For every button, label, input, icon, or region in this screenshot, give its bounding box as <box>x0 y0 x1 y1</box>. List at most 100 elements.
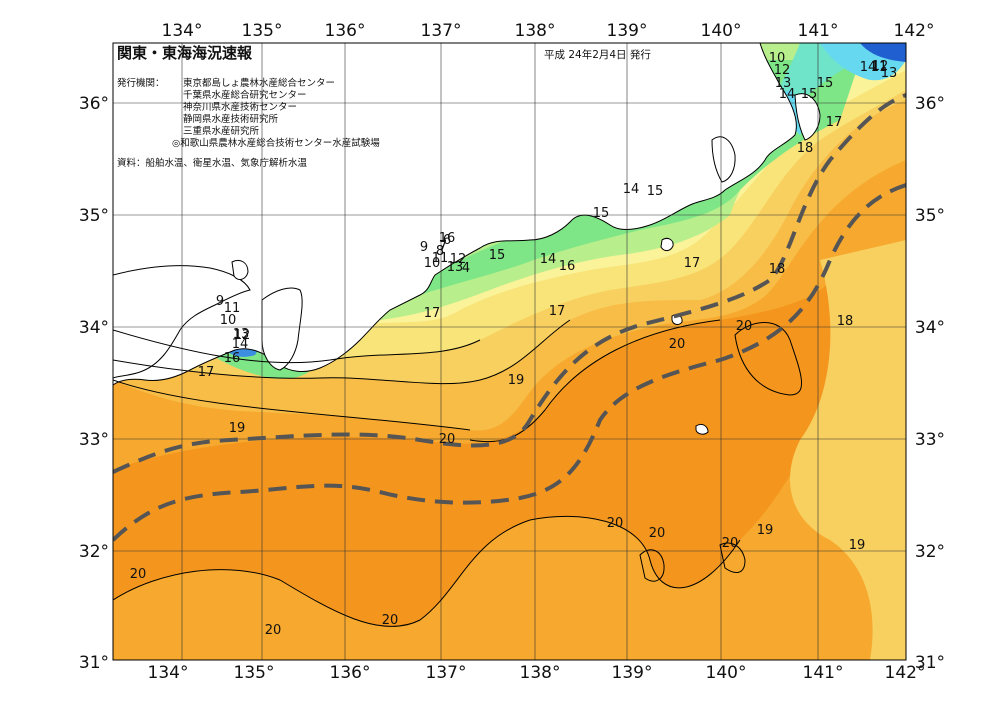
lon-label-top: 139° <box>607 21 648 41</box>
isotherm-label: 16 <box>439 231 456 246</box>
isotherm-label: 17 <box>424 306 441 321</box>
isotherm-label: 11 <box>432 251 449 266</box>
isotherm-label: 11 <box>224 301 241 316</box>
lon-label-top: 138° <box>515 21 556 41</box>
lon-label-top: 134° <box>162 21 203 41</box>
lon-label-bottom: 137° <box>426 663 467 683</box>
latitude-labels-right: 36° 35° 34° 33° 32° 31° <box>915 94 945 673</box>
lat-label-left: 34° <box>79 318 109 338</box>
isotherm-label: 19 <box>508 373 525 388</box>
isotherm-label: 4 <box>462 261 470 276</box>
lat-label-left: 35° <box>79 206 109 226</box>
isotherm-label: 20 <box>130 567 147 582</box>
isotherm-label: 12 <box>234 328 251 343</box>
kuroshio-axis <box>113 93 906 542</box>
lon-label-bottom: 136° <box>330 663 371 683</box>
isotherm-label: 15 <box>647 184 664 199</box>
lat-label-right: 33° <box>915 430 945 450</box>
map-title: 関東・東海海況速報 <box>117 44 253 62</box>
isotherm-label: 9 <box>420 240 428 255</box>
izu-peninsula-land <box>711 136 736 183</box>
lon-label-bottom: 139° <box>612 663 653 683</box>
isotherm-label: 14 <box>540 252 557 267</box>
agency-5: 三重県水産研究所 <box>183 125 260 137</box>
kuroshio-north-edge <box>113 93 906 474</box>
isotherm-label: 17 <box>826 115 843 130</box>
agencies-label: 発行機関： <box>117 77 165 89</box>
boso-peninsula-land <box>794 93 821 141</box>
lat-label-left: 33° <box>79 430 109 450</box>
kii-peninsula-land <box>261 287 303 371</box>
isotherm-label: 7 <box>439 239 447 254</box>
isotherm-label: 18 <box>797 141 814 156</box>
agency-3: 神奈川県水産技術センター <box>183 101 297 113</box>
isotherm-label: 10 <box>769 51 786 66</box>
isotherm-label: 12 <box>872 59 889 74</box>
band-18-east <box>790 240 906 660</box>
isotherm-label: 13 <box>233 327 250 342</box>
isotherm-label: 12 <box>774 63 791 78</box>
agency-2: 千葉県水産総合研究センター <box>183 89 307 101</box>
isotherm-label: 10 <box>424 256 441 271</box>
isotherm-label: 20 <box>722 536 739 551</box>
isotherm-labels: 20 20 20 20 20 20 20 20 20 19 19 19 19 18 18 18 17 17 17 17… <box>130 51 898 638</box>
isotherm-label: 17 <box>684 256 701 271</box>
lon-label-top: 137° <box>421 21 462 41</box>
isotherm-label: 8 <box>436 244 444 259</box>
latitude-labels-left: 36° 35° 34° 33° 32° 31° <box>79 94 109 673</box>
lon-label-top: 136° <box>325 21 366 41</box>
isotherm-label: 14 <box>860 60 877 75</box>
isotherm-label: 20 <box>439 432 456 447</box>
lat-label-right: 31° <box>915 653 945 673</box>
awaji-island <box>231 259 249 280</box>
lon-label-top: 135° <box>242 21 283 41</box>
warm-core-region <box>113 250 906 660</box>
isotherm-label: 16 <box>559 259 576 274</box>
lon-label-bottom: 142° <box>885 663 926 683</box>
agency-1: 東京都島しょ農林水産総合センター <box>183 77 335 89</box>
lon-label-top: 142° <box>894 21 935 41</box>
isotherm-label: 15 <box>817 76 834 91</box>
isotherm-label: 19 <box>757 523 774 538</box>
isotherm-label: 17 <box>549 304 566 319</box>
isotherm-contours <box>113 319 803 627</box>
isotherm-label: 10 <box>220 313 237 328</box>
isotherm-label: 18 <box>769 262 786 277</box>
isotherm-label: 14 <box>232 337 249 352</box>
issue-date: 平成 24年2月4日 発行 <box>544 48 651 61</box>
isotherm-label: 15 <box>593 206 610 221</box>
lon-label-top: 140° <box>701 21 742 41</box>
longitude-labels-top: 134° 135° 136° 137° 138° 139° 140° 141° … <box>162 21 935 41</box>
lon-label-bottom: 135° <box>234 663 275 683</box>
isotherm-label: 13 <box>447 260 464 275</box>
hachijojima <box>695 423 709 435</box>
isotherm-label: 15 <box>801 87 818 102</box>
isotherm-label: 13 <box>775 76 792 91</box>
data-sources: 資料：船舶水温、衛星水温、気象庁解析水温 <box>117 157 308 169</box>
isotherm-label: 14 <box>779 87 796 102</box>
lat-label-right: 36° <box>915 94 945 114</box>
lat-label-left: 32° <box>79 542 109 562</box>
shikoku-land <box>113 265 251 379</box>
land <box>113 43 821 435</box>
lat-label-right: 32° <box>915 542 945 562</box>
band-19-south <box>113 400 906 660</box>
isotherm-label: 9 <box>216 294 224 309</box>
isotherm-label: 13 <box>881 66 898 81</box>
isotherm-label: 20 <box>607 516 624 531</box>
isotherm-label: 14 <box>623 182 640 197</box>
lon-label-bottom: 140° <box>706 663 747 683</box>
band-13-aqua <box>760 43 906 140</box>
isotherm-label: 11 <box>871 60 888 75</box>
isotherm-label: 18 <box>837 314 854 329</box>
isotherm-label: 19 <box>229 421 246 436</box>
isotherm-label: 19 <box>849 538 866 553</box>
header: 関東・東海海況速報 平成 24年2月4日 発行 発行機関： 東京都島しょ農林水産… <box>117 44 651 169</box>
lon-label-bottom: 138° <box>520 663 561 683</box>
isotherm-label: 20 <box>649 526 666 541</box>
lon-label-bottom: 134° <box>148 663 189 683</box>
lat-label-right: 35° <box>915 206 945 226</box>
isotherm-label: 17 <box>198 365 215 380</box>
lat-label-left: 36° <box>79 94 109 114</box>
